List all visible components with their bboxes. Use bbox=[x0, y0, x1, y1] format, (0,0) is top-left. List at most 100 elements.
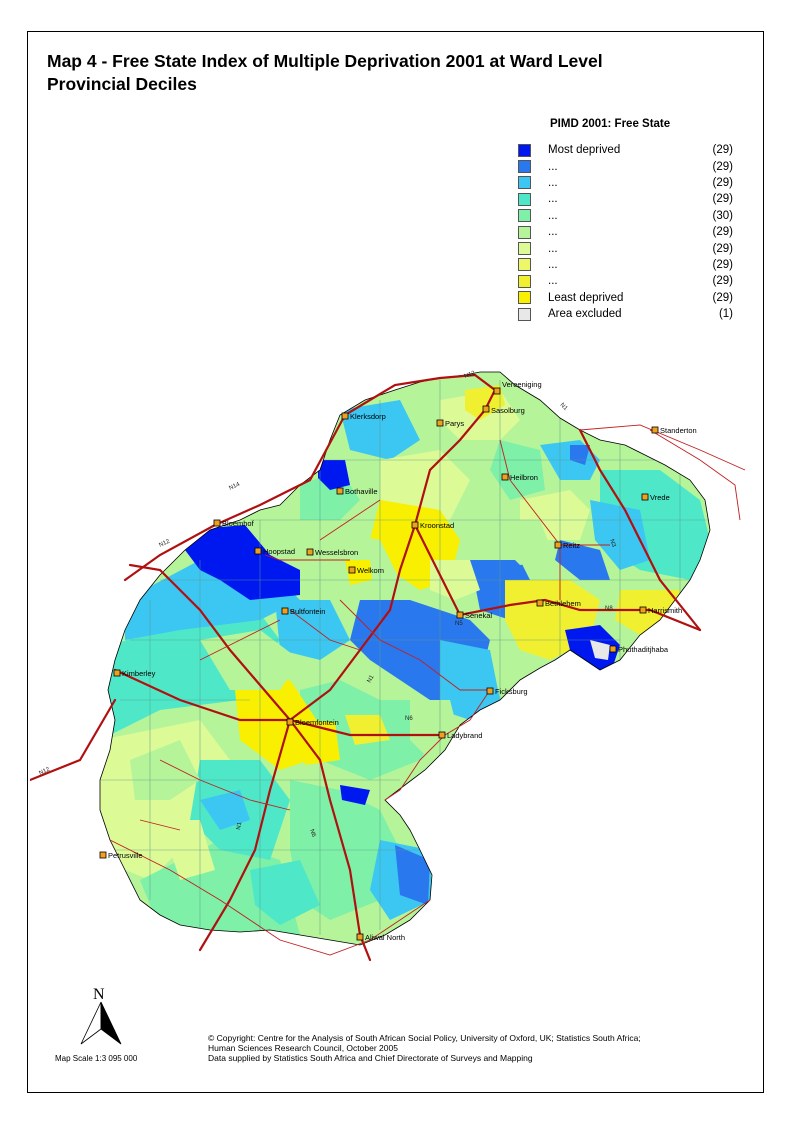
north-arrow-left bbox=[80, 1001, 102, 1045]
legend-count: (29) bbox=[712, 226, 733, 239]
north-arrow-right bbox=[100, 1001, 122, 1045]
city-marker bbox=[456, 611, 464, 619]
legend-swatch bbox=[518, 307, 531, 321]
city-marker bbox=[356, 933, 364, 941]
legend-swatch bbox=[518, 291, 531, 305]
legend-item: ... (29) bbox=[518, 224, 733, 240]
legend-item: Area excluded (1) bbox=[518, 306, 733, 322]
road-labels: N12 N1 N14 N12 N5 N3 N8 N1 N6 N1 N12 N6 bbox=[38, 370, 616, 838]
legend-swatch bbox=[518, 176, 531, 190]
legend-count: (1) bbox=[718, 308, 733, 321]
city-marker bbox=[536, 599, 544, 607]
legend-item: ... (30) bbox=[518, 208, 733, 224]
city-label: Hoopstad bbox=[263, 547, 295, 556]
city-label: Sasolburg bbox=[491, 406, 525, 415]
city-marker bbox=[254, 547, 262, 555]
city-label: Bultfontein bbox=[290, 607, 325, 616]
legend-count: (29) bbox=[712, 144, 733, 157]
city-label: Bloemfontein bbox=[295, 718, 339, 727]
city-marker bbox=[213, 519, 221, 527]
legend-item: Most deprived (29) bbox=[518, 142, 733, 158]
legend-count: (29) bbox=[712, 176, 733, 189]
city-label: Vereeniging bbox=[502, 380, 542, 389]
legend-swatch bbox=[518, 143, 531, 157]
map-frame bbox=[27, 31, 764, 1093]
road-label: N6 bbox=[405, 716, 413, 722]
city-marker bbox=[482, 405, 490, 413]
city-marker bbox=[493, 387, 501, 395]
legend-rows: Most deprived (29)... (29)... (29)... (29)..… bbox=[518, 142, 733, 322]
province-map: N12 N1 N14 N12 N5 N3 N8 N1 N6 N1 N12 N6 … bbox=[30, 370, 746, 962]
city-marker bbox=[486, 687, 494, 695]
legend-count: (29) bbox=[712, 193, 733, 206]
road-label: N12 bbox=[38, 766, 51, 776]
road-label: N1 bbox=[559, 402, 569, 412]
city-label: Kimberley bbox=[122, 669, 156, 678]
copyright-line2: Human Sciences Research Council, October… bbox=[208, 1043, 398, 1054]
city-label: Bloemhof bbox=[222, 519, 255, 528]
city-label: Ladybrand bbox=[447, 731, 482, 740]
city-marker bbox=[341, 412, 349, 420]
city-marker bbox=[306, 548, 314, 556]
city-label: Bothaville bbox=[345, 487, 378, 496]
road-label: N14 bbox=[228, 481, 241, 491]
legend-label: ... bbox=[548, 193, 558, 206]
city-label: Petrusville bbox=[108, 851, 143, 860]
legend-label: ... bbox=[548, 242, 558, 255]
ward-regions bbox=[100, 372, 710, 945]
legend-item: ... (29) bbox=[518, 191, 733, 207]
map-title: Map 4 - Free State Index of Multiple Dep… bbox=[47, 50, 603, 96]
road-label: N8 bbox=[605, 606, 613, 612]
city-marker bbox=[651, 426, 659, 434]
road-label: N5 bbox=[455, 621, 463, 627]
map-title-line1: Map 4 - Free State Index of Multiple Dep… bbox=[47, 51, 603, 71]
legend-swatch bbox=[518, 209, 531, 223]
copyright-line1: © Copyright: Centre for the Analysis of … bbox=[208, 1033, 641, 1043]
city-marker bbox=[554, 541, 562, 549]
copyright-line3: Data supplied by Statistics South Africa… bbox=[208, 1053, 533, 1064]
legend-count: (29) bbox=[712, 291, 733, 304]
city-label: Senekal bbox=[465, 611, 492, 620]
legend-item: ... (29) bbox=[518, 257, 733, 273]
legend-swatch bbox=[518, 192, 531, 206]
city-marker bbox=[639, 606, 647, 614]
city-marker bbox=[99, 851, 107, 859]
city-marker bbox=[438, 731, 446, 739]
north-label: N bbox=[93, 986, 105, 1003]
legend-swatch bbox=[518, 160, 531, 174]
city-marker bbox=[286, 718, 294, 726]
city-label: Bethlehem bbox=[545, 599, 581, 608]
city-label: Harrismith bbox=[648, 606, 682, 615]
minor-roads bbox=[109, 424, 746, 956]
road-label: N12 bbox=[464, 370, 477, 380]
city-label: Phuthaditjhaba bbox=[618, 645, 669, 654]
city-label: Kroonstad bbox=[420, 521, 454, 530]
legend-swatch bbox=[518, 274, 531, 288]
legend-label: ... bbox=[548, 176, 558, 189]
legend-label: ... bbox=[548, 258, 558, 271]
city-marker bbox=[501, 473, 509, 481]
legend-count: (29) bbox=[712, 242, 733, 255]
city-label: Reitz bbox=[563, 541, 580, 550]
legend-item: Least deprived (29) bbox=[518, 290, 733, 306]
legend-item: ... (29) bbox=[518, 240, 733, 256]
city-label: Welkom bbox=[357, 566, 384, 575]
city-label: Klerksdorp bbox=[350, 412, 386, 421]
legend-count: (30) bbox=[712, 209, 733, 222]
legend-label: Least deprived bbox=[548, 291, 624, 304]
legend-label: Area excluded bbox=[548, 308, 622, 321]
road-label: N1 bbox=[236, 821, 243, 830]
map-title-line2: Provincial Deciles bbox=[47, 74, 197, 94]
copyright-notice: © Copyright: Centre for the Analysis of … bbox=[208, 1033, 753, 1064]
city-label: Standerton bbox=[660, 426, 697, 435]
road-label: N6 bbox=[308, 829, 316, 839]
city-marker bbox=[281, 607, 289, 615]
city-marker bbox=[336, 487, 344, 495]
city-label: Heilbron bbox=[510, 473, 538, 482]
legend-label: ... bbox=[548, 275, 558, 288]
city-marker bbox=[113, 669, 121, 677]
legend-label: ... bbox=[548, 226, 558, 239]
legend-swatch bbox=[518, 242, 531, 256]
city-label: Wesselsbron bbox=[315, 548, 358, 557]
legend-count: (29) bbox=[712, 160, 733, 173]
